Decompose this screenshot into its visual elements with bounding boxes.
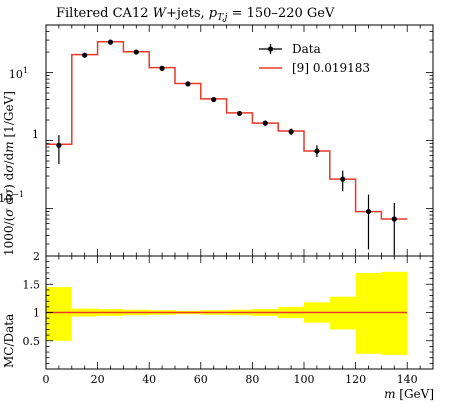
data-marker [340, 176, 346, 182]
legend-entry-mc: [9] 0.019183 [259, 61, 370, 75]
ytick-label-0.1: 10−1 [0, 190, 24, 205]
ytick-label-10: 101 [9, 66, 28, 81]
x-tick-label: 20 [91, 373, 105, 386]
x-tick-label: 40 [142, 373, 156, 386]
data-marker [185, 81, 191, 87]
x-axis-label: m [GeV] [384, 387, 434, 401]
data-marker [314, 148, 320, 154]
main-plot: 101 1 10−1 1000/(σ dσ) dσ/dm [1/GeV] Dat… [0, 24, 434, 257]
chart-title: Filtered CA12 W+jets, pT,j = 150–220 GeV [56, 6, 335, 23]
data-point [133, 49, 139, 55]
data-point [82, 52, 88, 58]
data-point [236, 110, 243, 117]
data-marker [262, 120, 268, 126]
data-point [262, 120, 268, 126]
ratio-y-ticks [46, 255, 433, 370]
data-point [56, 135, 62, 165]
x-tick-label: 80 [245, 373, 259, 386]
ratio-y-axis-label: MC/Data [2, 314, 16, 368]
ratio-band [46, 287, 72, 341]
ratio-x-ticks [45, 256, 434, 369]
data-marker [82, 52, 88, 58]
main-plot-frame [45, 24, 434, 257]
data-point [365, 194, 372, 250]
y-tick-label: 1.5 [23, 278, 41, 291]
x-tick-label: 100 [294, 373, 315, 386]
data-point [211, 96, 217, 103]
x-tick-label: 60 [194, 373, 208, 386]
data-point [159, 65, 165, 71]
data-point [340, 170, 346, 192]
main-y-ticks [46, 24, 433, 257]
data-marker [159, 65, 165, 71]
legend-label-mc: [9] 0.019183 [292, 61, 370, 75]
ratio-y-tick-labels: 0.5 1 1.5 2 [23, 250, 41, 348]
data-marker [288, 129, 294, 135]
x-tick-label: 120 [345, 373, 366, 386]
data-point [107, 39, 114, 45]
y-tick-label: 0.5 [23, 335, 41, 348]
legend-entry-data: Data [259, 42, 321, 56]
main-x-ticks [45, 25, 434, 256]
main-y-axis-label: 1000/(σ dσ) dσ/dm [1/GeV] [2, 91, 16, 256]
ratio-plot-content [46, 271, 408, 355]
data-point [185, 81, 191, 87]
y-tick-label: 1 [33, 307, 40, 320]
data-marker [365, 208, 372, 215]
data-point [391, 203, 397, 255]
ytick-label-1: 1 [32, 128, 39, 141]
main-plot-content [46, 39, 408, 255]
x-tick-label: 0 [43, 373, 50, 386]
data-point [314, 145, 320, 158]
ratio-band [381, 271, 408, 355]
data-marker [133, 49, 139, 55]
data-point [288, 128, 294, 136]
data-marker [211, 96, 217, 103]
data-marker [236, 110, 243, 117]
ratio-plot: 0 20 40 60 80 100 120 140 0.5 1 1.5 2 MC/Data m [G… [2, 250, 434, 401]
data-marker [56, 142, 62, 148]
y-tick-label: 2 [33, 250, 40, 263]
legend: Data [9] 0.019183 [259, 42, 370, 75]
x-tick-label: 140 [397, 373, 418, 386]
ratio-band [355, 272, 382, 354]
ratio-x-tick-labels: 0 20 40 60 80 100 120 140 [43, 373, 418, 386]
legend-label-data: Data [292, 42, 321, 56]
data-marker [391, 216, 397, 222]
data-marker [107, 39, 114, 45]
